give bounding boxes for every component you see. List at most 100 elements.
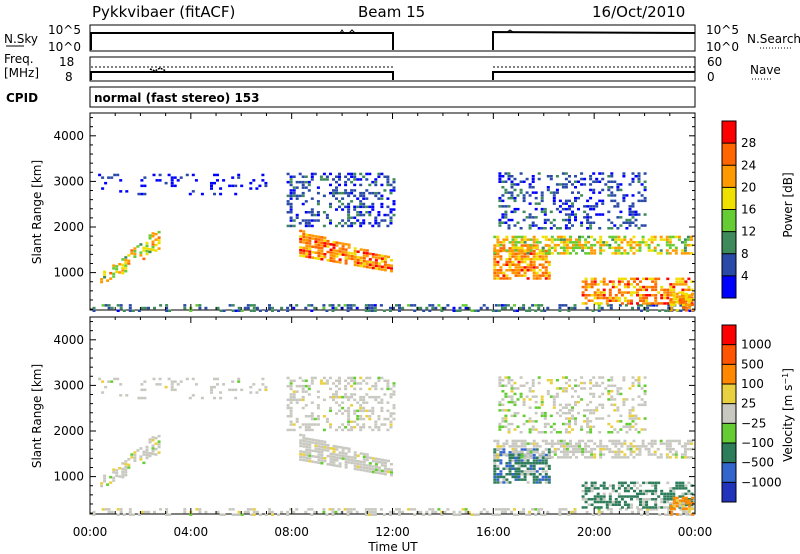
power-echo-cell bbox=[338, 191, 341, 195]
vel-echo-cell bbox=[669, 506, 673, 509]
vel-echo-cell bbox=[407, 508, 411, 511]
power-echo-cell bbox=[672, 300, 676, 304]
vel-echo-cell bbox=[678, 503, 682, 506]
vel-echo-cell bbox=[547, 456, 551, 459]
power-echo-cell bbox=[496, 255, 500, 258]
power-echo-cell bbox=[356, 258, 360, 262]
power-echo-cell bbox=[496, 271, 500, 275]
vel-echo-cell bbox=[631, 414, 635, 418]
colorbar-tick-label: −500 bbox=[741, 456, 774, 470]
power-echo-cell bbox=[493, 260, 497, 264]
power-echo-cell bbox=[157, 236, 161, 239]
vel-echo-cell bbox=[292, 379, 296, 382]
power-echo-cell bbox=[517, 252, 521, 255]
x-tick-label: 12:00 bbox=[375, 525, 410, 539]
power-echo-cell bbox=[684, 303, 688, 307]
vel-echo-cell bbox=[575, 447, 578, 451]
power-echo-cell bbox=[501, 216, 505, 219]
power-echo-cell bbox=[642, 285, 646, 289]
power-echo-cell bbox=[191, 173, 195, 177]
vel-echo-cell bbox=[344, 426, 348, 429]
vel-echo-cell bbox=[148, 438, 152, 441]
power-echo-cell bbox=[320, 241, 324, 245]
power-echo-cell bbox=[517, 258, 521, 261]
vel-echo-cell bbox=[370, 513, 374, 516]
power-echo-cell bbox=[323, 255, 327, 259]
vel-echo-cell bbox=[347, 447, 351, 450]
vel-echo-cell bbox=[660, 489, 664, 493]
power-echo-cell bbox=[390, 269, 393, 273]
power-echo-cell bbox=[589, 227, 593, 230]
vel-echo-cell bbox=[517, 464, 521, 468]
vel-echo-cell bbox=[148, 452, 152, 455]
vel-echo-cell bbox=[511, 467, 515, 470]
power-echo-cell bbox=[640, 199, 644, 203]
power-echo-cell bbox=[636, 288, 639, 292]
vel-echo-cell bbox=[665, 445, 669, 448]
power-echo-cell bbox=[302, 241, 306, 244]
power-echo-cell bbox=[107, 306, 111, 310]
power-echo-cell bbox=[344, 183, 348, 187]
vel-echo-cell bbox=[608, 492, 612, 496]
vel-echo-cell bbox=[338, 451, 342, 454]
vel-echo-cell bbox=[654, 484, 658, 487]
vel-echo-cell bbox=[597, 510, 601, 514]
vel-echo-cell bbox=[523, 464, 527, 468]
vel-echo-cell bbox=[608, 484, 612, 487]
nsky-trace-a bbox=[90, 32, 394, 50]
vel-echo-cell bbox=[590, 453, 594, 456]
power-echo-cell bbox=[528, 309, 532, 312]
power-echo-cell bbox=[501, 194, 505, 197]
vel-echo-cell bbox=[386, 409, 390, 413]
vel-echo-cell bbox=[638, 450, 642, 454]
power-echo-cell bbox=[650, 235, 654, 239]
power-echo-cell bbox=[313, 306, 317, 310]
vel-echo-cell bbox=[347, 376, 351, 380]
vel-echo-cell bbox=[549, 431, 553, 434]
power-echo-cell bbox=[531, 191, 535, 194]
power-echo-cell bbox=[314, 243, 318, 246]
y-tick-label: 2000 bbox=[53, 220, 84, 234]
power-echo-cell bbox=[374, 194, 378, 198]
vel-echo-cell bbox=[502, 451, 506, 454]
vel-echo-cell bbox=[332, 461, 336, 464]
power-echo-cell bbox=[523, 269, 527, 272]
power-echo-cell bbox=[584, 241, 588, 244]
power-echo-cell bbox=[100, 278, 104, 281]
power-echo-cell bbox=[335, 208, 338, 211]
vel-echo-cell bbox=[690, 447, 693, 451]
power-echo-cell bbox=[335, 260, 339, 264]
vel-echo-cell bbox=[389, 393, 393, 396]
vel-echo-cell bbox=[374, 395, 378, 399]
vel-echo-cell bbox=[231, 513, 235, 516]
power-echo-cell bbox=[392, 180, 396, 184]
vel-echo-cell bbox=[675, 500, 679, 504]
vel-echo-cell bbox=[252, 383, 256, 386]
vel-echo-cell bbox=[684, 492, 688, 496]
power-echo-cell bbox=[584, 288, 588, 292]
power-echo-cell bbox=[522, 196, 526, 200]
power-echo-cell bbox=[101, 187, 105, 190]
vel-echo-cell bbox=[246, 508, 250, 511]
vel-echo-cell bbox=[148, 454, 152, 458]
vel-echo-cell bbox=[653, 450, 657, 454]
vel-echo-cell bbox=[118, 475, 122, 478]
power-echo-cell bbox=[669, 298, 673, 301]
power-echo-cell bbox=[609, 304, 613, 307]
power-echo-cell bbox=[308, 239, 312, 242]
vel-echo-cell bbox=[464, 510, 468, 514]
power-echo-cell bbox=[514, 235, 518, 239]
vel-echo-cell bbox=[380, 469, 384, 473]
vel-echo-cell bbox=[535, 475, 539, 479]
power-echo-cell bbox=[374, 222, 378, 225]
power-echo-cell bbox=[121, 266, 125, 269]
vel-echo-cell bbox=[532, 448, 536, 451]
power-echo-cell bbox=[335, 189, 338, 192]
vel-echo-cell bbox=[443, 510, 447, 514]
vel-echo-cell bbox=[562, 447, 566, 451]
vel-echo-cell bbox=[601, 417, 605, 420]
vel-echo-cell bbox=[301, 390, 305, 393]
vel-echo-cell bbox=[195, 508, 199, 511]
vel-echo-cell bbox=[390, 473, 393, 477]
vel-echo-cell bbox=[546, 390, 550, 393]
